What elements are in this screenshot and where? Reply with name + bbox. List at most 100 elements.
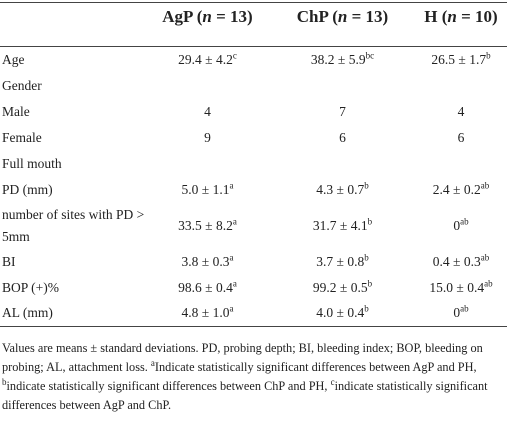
- table-body: Age 29.4 ± 4.2c 38.2 ± 5.9bc 26.5 ± 1.7b Gen…: [0, 47, 507, 327]
- cell-superscript: a: [232, 216, 237, 226]
- cell-superscript: a: [232, 278, 237, 288]
- row-label-text: BOP (+)%: [2, 279, 59, 295]
- value-cell: 6: [270, 125, 415, 151]
- cell-value: 38.2 ± 5.9: [310, 51, 366, 67]
- cell-superscript: b: [364, 180, 369, 190]
- cell-value: 0: [453, 217, 461, 233]
- table-row: Gender: [0, 73, 507, 99]
- cell-superscript: a: [229, 180, 234, 190]
- header-text: H (: [424, 7, 448, 26]
- header-cell: ChP (n = 13): [270, 3, 415, 47]
- row-label: Male: [0, 99, 145, 125]
- header-text: n: [202, 7, 212, 26]
- cell-value: 31.7 ± 4.1: [312, 217, 368, 233]
- cell-superscript: ab: [484, 278, 493, 288]
- value-cell: 4: [145, 99, 270, 125]
- cell-value: 0: [453, 305, 461, 321]
- cell-value: 2.4 ± 0.2: [432, 181, 481, 197]
- cell-superscript: ab: [460, 303, 469, 314]
- header-cell: H (n = 10): [415, 3, 507, 47]
- value-cell: 15.0 ± 0.4ab: [415, 275, 507, 301]
- cell-value: 9: [204, 129, 211, 145]
- value-cell: 4: [415, 99, 507, 125]
- footnote: Values are means ± standard deviations. …: [0, 327, 507, 415]
- value-cell: 3.7 ± 0.8b: [270, 249, 415, 275]
- value-cell: 0ab: [415, 203, 507, 249]
- cell-value: 7: [339, 103, 346, 119]
- header-cell: AgP (n = 13): [145, 3, 270, 47]
- row-label: BOP (+)%: [0, 275, 145, 301]
- cell-value: 98.6 ± 0.4: [178, 279, 233, 295]
- cell-value: 5.0 ± 1.1: [181, 181, 230, 197]
- value-cell: 4.0 ± 0.4b: [270, 301, 415, 327]
- footnote-text: Indicate statistically significant diffe…: [154, 360, 477, 374]
- header-text: n: [447, 7, 457, 26]
- cell-superscript: b: [364, 252, 369, 262]
- row-label: number of sites with PD > 5mm: [0, 203, 145, 249]
- row-label: PD (mm): [0, 177, 145, 203]
- cell-value: 4.3 ± 0.7: [316, 181, 365, 197]
- cell-superscript: ab: [460, 216, 469, 226]
- cell-superscript: b: [364, 303, 369, 314]
- row-label-text: AL (mm): [2, 305, 53, 321]
- empty-cell: [145, 73, 507, 99]
- cell-superscript: ab: [480, 252, 490, 262]
- value-cell: 33.5 ± 8.2a: [145, 203, 270, 249]
- cell-value: 0.4 ± 0.3: [432, 253, 481, 269]
- row-label: BI: [0, 249, 145, 275]
- value-cell: 99.2 ± 0.5b: [270, 275, 415, 301]
- header-text: = 13): [347, 7, 389, 26]
- value-cell: 3.8 ± 0.3a: [145, 249, 270, 275]
- cell-value: 4.0 ± 0.4: [316, 305, 365, 321]
- cell-value: 6: [457, 129, 465, 145]
- cell-value: 3.8 ± 0.3: [181, 253, 230, 269]
- value-cell: 0ab: [415, 301, 507, 327]
- row-label: Gender: [0, 73, 145, 99]
- row-label: Age: [0, 47, 145, 73]
- header-text: n: [337, 7, 348, 26]
- row-label-text: BI: [2, 253, 16, 269]
- value-cell: 98.6 ± 0.4a: [145, 275, 270, 301]
- row-label-text: Male: [2, 103, 30, 119]
- row-label-text: Full mouth: [2, 155, 62, 171]
- data-table: AgP (n = 13) ChP (n = 13) H (n = 10) Age 29…: [0, 2, 507, 327]
- row-label-text: Gender: [2, 77, 42, 93]
- cell-superscript: b: [367, 278, 373, 288]
- row-label-text: Female: [2, 129, 42, 145]
- cell-value: 29.4 ± 4.2: [178, 51, 233, 67]
- table-row: BOP (+)% 98.6 ± 0.4a 99.2 ± 0.5b 15.0 ± 0.4…: [0, 275, 507, 301]
- value-cell: 31.7 ± 4.1b: [270, 203, 415, 249]
- cell-superscript: ab: [480, 180, 490, 190]
- cell-value: 26.5 ± 1.7: [431, 51, 487, 67]
- footnote-marker: a: [150, 357, 155, 368]
- footnote-text: indicate statistically significant diffe…: [6, 379, 331, 393]
- row-label-text: Age: [2, 51, 25, 67]
- cell-value: 4: [457, 103, 465, 119]
- header-text: = 10): [456, 7, 498, 26]
- table-row: BI 3.8 ± 0.3a 3.7 ± 0.8b 0.4 ± 0.3ab: [0, 249, 507, 275]
- footnote-text: indicate statistically significant diffe…: [2, 379, 488, 412]
- value-cell: 29.4 ± 4.2c: [145, 47, 270, 73]
- cell-value: 4.8 ± 1.0: [181, 305, 230, 321]
- value-cell: 0.4 ± 0.3ab: [415, 249, 507, 275]
- cell-value: 33.5 ± 8.2: [178, 217, 233, 233]
- cell-superscript: a: [229, 303, 234, 314]
- cell-superscript: b: [486, 50, 491, 61]
- row-label: Female: [0, 125, 145, 151]
- table-row: Male 4 7 4: [0, 99, 507, 125]
- cell-value: 6: [339, 129, 346, 145]
- table-row: number of sites with PD > 5mm 33.5 ± 8.2a…: [0, 203, 507, 249]
- cell-superscript: a: [229, 252, 234, 262]
- cell-superscript: b: [367, 216, 373, 226]
- header-cell: [0, 3, 145, 47]
- row-label-text: number of sites with PD > 5mm: [2, 206, 145, 244]
- value-cell: 6: [415, 125, 507, 151]
- header-text: = 13): [211, 7, 253, 26]
- cell-value: 99.2 ± 0.5: [312, 279, 368, 295]
- row-label-text: PD (mm): [2, 181, 53, 197]
- value-cell: 4.3 ± 0.7b: [270, 177, 415, 203]
- table-row: PD (mm) 5.0 ± 1.1a 4.3 ± 0.7b 2.4 ± 0.2ab: [0, 177, 507, 203]
- table-row: AL (mm) 4.8 ± 1.0a 4.0 ± 0.4b 0ab: [0, 301, 507, 327]
- value-cell: 5.0 ± 1.1a: [145, 177, 270, 203]
